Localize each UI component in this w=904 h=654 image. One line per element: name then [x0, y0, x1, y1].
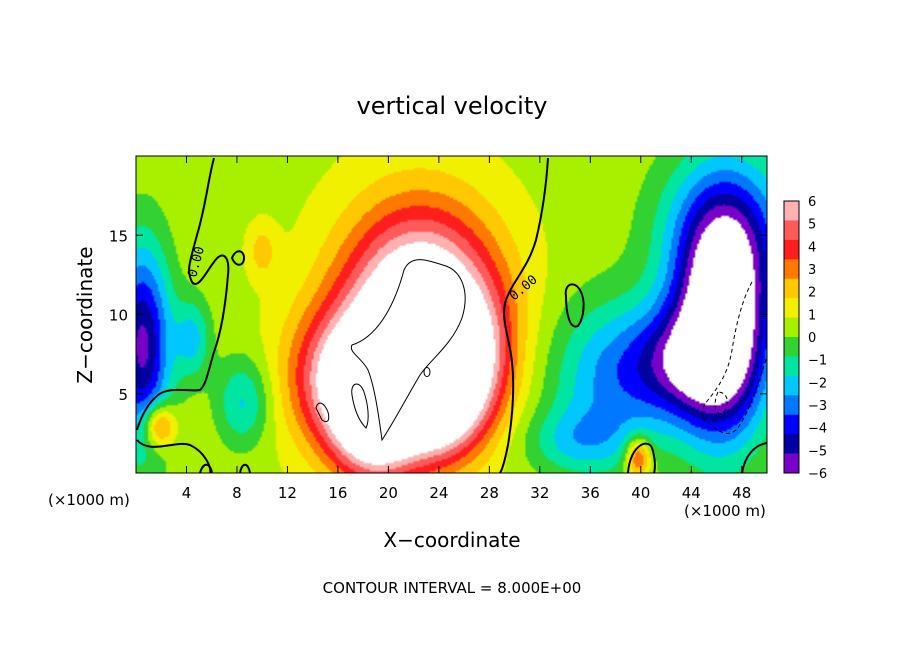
colorbar-swatch — [784, 239, 799, 260]
y-tick-label: 15 — [109, 227, 128, 245]
colorbar: 6 5 4 3 2 1 0 −1 −2 −3 −4 −5 −6 — [783, 195, 827, 482]
x-tick-label: 20 — [379, 484, 398, 502]
contour-8-b — [351, 383, 369, 429]
colorbar-swatch — [784, 453, 799, 474]
x-tick-label: 36 — [581, 484, 600, 502]
zero-contours — [136, 157, 768, 474]
plot-area: 0.00 0.00 — [135, 155, 768, 474]
zero-contour-blob — [564, 283, 585, 328]
colorbar-label: 3 — [808, 263, 816, 278]
colorbar-label: −6 — [808, 467, 827, 482]
colorbar-swatch — [784, 220, 799, 241]
heatmap-field — [136, 156, 767, 473]
zero-contour-br — [741, 442, 768, 474]
colorbar-label: 4 — [808, 240, 816, 255]
colorbar-swatch — [784, 259, 799, 280]
y-tick-label: 10 — [109, 307, 128, 325]
x-tick-label: 4 — [182, 484, 192, 502]
x-tick-label: 12 — [278, 484, 297, 502]
x-tick-label: 28 — [480, 484, 499, 502]
x-unit-right: (×1000 m) — [684, 502, 766, 520]
colorbar-swatch — [784, 201, 799, 221]
x-tick-label: 32 — [530, 484, 549, 502]
colorbar-label: −1 — [808, 354, 827, 369]
colorbar-label: 0 — [808, 331, 816, 346]
contour-neg8-b — [714, 391, 728, 414]
contour-8-d — [423, 367, 431, 377]
contour-neg8 — [701, 281, 768, 434]
contour-8 — [350, 259, 466, 442]
colorbar-label: −2 — [808, 376, 827, 391]
zero-contour-loop — [230, 250, 246, 266]
colorbar-swatch — [784, 395, 799, 416]
negative-contours — [701, 281, 768, 434]
colorbar-label: −5 — [808, 444, 827, 459]
colorbar-swatch — [784, 356, 799, 377]
colorbar-swatch — [784, 375, 799, 396]
colorbar-swatch — [784, 337, 799, 357]
zero-contour-b2 — [239, 463, 251, 474]
x-unit-left: (×1000 m) — [48, 491, 130, 509]
colorbar-swatch — [784, 298, 799, 319]
contour-8-c — [315, 402, 330, 423]
colorbar-label: 6 — [808, 195, 816, 210]
x-tick-label: 24 — [429, 484, 448, 502]
x-axis: 4 8 12 16 20 24 28 32 36 40 44 48 — [182, 156, 751, 502]
colorbar-swatch — [784, 414, 799, 435]
x-tick-label: 44 — [682, 484, 701, 502]
contour-interval-footer: CONTOUR INTERVAL = 8.000E+00 — [323, 579, 582, 597]
colorbar-swatch — [784, 317, 799, 338]
chart-title: vertical velocity — [357, 92, 548, 120]
positive-contours — [315, 259, 466, 442]
x-tick-label: 8 — [232, 484, 242, 502]
x-axis-label: X−coordinate — [383, 528, 520, 552]
colorbar-frame — [783, 200, 800, 474]
colorbar-label: 5 — [808, 218, 816, 233]
colorbar-swatch — [784, 434, 799, 455]
colorbar-label: 2 — [808, 286, 816, 301]
colorbar-label: −3 — [808, 399, 827, 414]
zero-contour-bl — [199, 463, 213, 474]
colorbar-label: −4 — [808, 422, 827, 437]
zero-contour-mid — [499, 157, 549, 474]
x-tick-label: 40 — [631, 484, 650, 502]
x-tick-label: 48 — [732, 484, 751, 502]
zero-contour-left — [136, 157, 230, 431]
colorbar-swatch — [784, 278, 799, 299]
colorbar-label: 1 — [808, 308, 816, 323]
x-tick-label: 16 — [328, 484, 347, 502]
zero-contour-right — [627, 442, 656, 474]
y-axis: 5 10 15 — [109, 227, 767, 404]
y-tick-label: 5 — [118, 386, 128, 404]
y-axis-label: Z−coordinate — [73, 246, 97, 383]
